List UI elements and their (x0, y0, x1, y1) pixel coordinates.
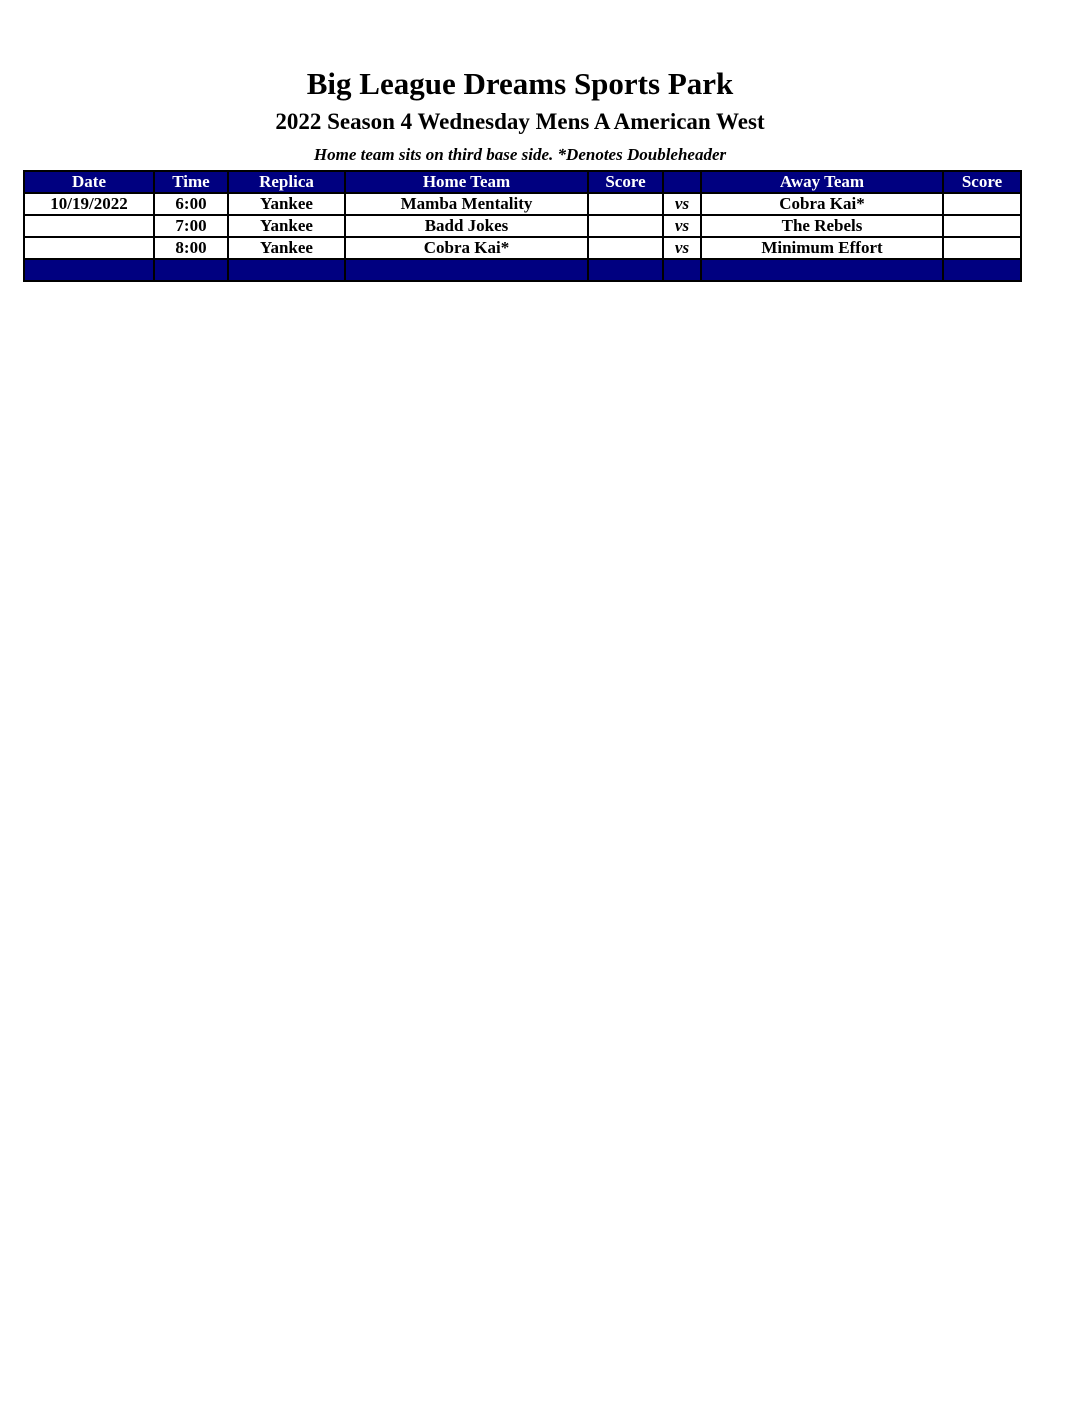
col-header-time: Time (153, 170, 229, 194)
cell-replica: Yankee (227, 236, 346, 260)
cell-home: Mamba Mentality (344, 192, 589, 216)
footer-cell (153, 258, 229, 282)
cell-vs: vs (662, 236, 702, 260)
cell-time: 6:00 (153, 192, 229, 216)
col-header-home-score: Score (587, 170, 664, 194)
cell-away: Minimum Effort (700, 236, 944, 260)
cell-replica: Yankee (227, 214, 346, 238)
schedule-table: Date Time Replica Home Team Score Away T… (23, 170, 1022, 282)
table-footer-row (23, 258, 1022, 282)
cell-away-score (942, 236, 1022, 260)
table-header-row: Date Time Replica Home Team Score Away T… (23, 170, 1022, 194)
cell-vs: vs (662, 192, 702, 216)
cell-date (23, 214, 155, 238)
col-header-vs (662, 170, 702, 194)
cell-home: Badd Jokes (344, 214, 589, 238)
footer-cell (942, 258, 1022, 282)
table-row: 7:00 Yankee Badd Jokes vs The Rebels (23, 214, 1022, 238)
cell-time: 7:00 (153, 214, 229, 238)
cell-home: Cobra Kai* (344, 236, 589, 260)
cell-home-score (587, 214, 664, 238)
footer-cell (587, 258, 664, 282)
cell-away: The Rebels (700, 214, 944, 238)
footer-cell (662, 258, 702, 282)
table-row: 10/19/2022 6:00 Yankee Mamba Mentality vs Cob… (23, 192, 1022, 216)
cell-date (23, 236, 155, 260)
cell-date: 10/19/2022 (23, 192, 155, 216)
cell-time: 8:00 (153, 236, 229, 260)
cell-away-score (942, 192, 1022, 216)
table-row: 8:00 Yankee Cobra Kai* vs Minimum Effort (23, 236, 1022, 260)
cell-away: Cobra Kai* (700, 192, 944, 216)
col-header-home-team: Home Team (344, 170, 589, 194)
cell-away-score (942, 214, 1022, 238)
schedule-note: Home team sits on third base side. *Deno… (313, 145, 727, 164)
cell-home-score (587, 192, 664, 216)
cell-vs: vs (662, 214, 702, 238)
page-subtitle: 2022 Season 4 Wednesday Mens A American … (275, 109, 765, 134)
footer-cell (700, 258, 944, 282)
footer-cell (344, 258, 589, 282)
cell-replica: Yankee (227, 192, 346, 216)
footer-cell (227, 258, 346, 282)
col-header-replica: Replica (227, 170, 346, 194)
footer-cell (23, 258, 155, 282)
col-header-date: Date (23, 170, 155, 194)
cell-home-score (587, 236, 664, 260)
col-header-away-score: Score (942, 170, 1022, 194)
col-header-away-team: Away Team (700, 170, 944, 194)
page-title: Big League Dreams Sports Park (306, 66, 734, 101)
